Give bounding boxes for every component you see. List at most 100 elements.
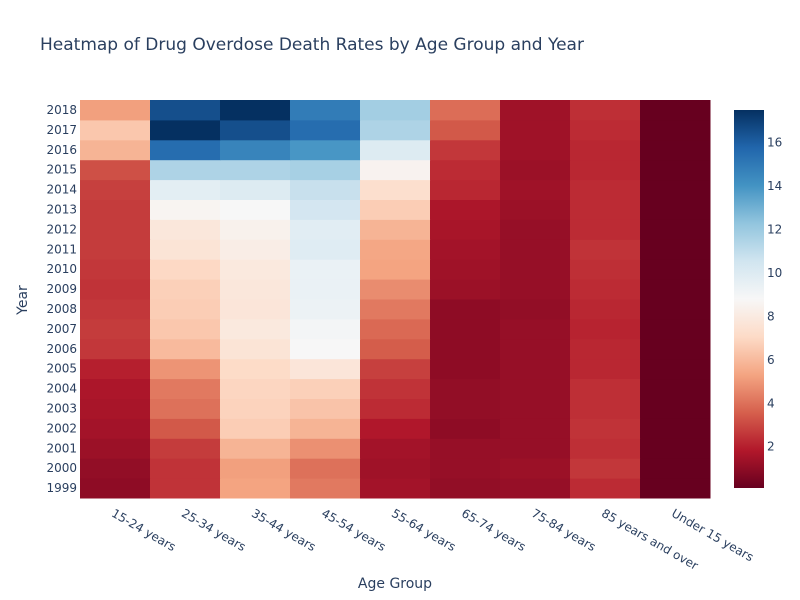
y-tick-label: 2004: [46, 382, 77, 396]
heatmap-cell: [220, 239, 291, 260]
heatmap-cell: [500, 219, 571, 240]
heatmap-cell: [640, 438, 711, 459]
heatmap-cell: [80, 179, 151, 200]
heatmap-cell: [80, 418, 151, 439]
colorbar-tick-label: 14: [767, 179, 782, 193]
heatmap-cell: [290, 159, 361, 181]
heatmap-cell: [640, 478, 711, 499]
heatmap-cell: [80, 199, 151, 220]
y-tick-label: 2003: [46, 401, 77, 415]
heatmap-cell: [150, 418, 221, 439]
heatmap-cell: [500, 199, 571, 220]
heatmap-cell: [500, 458, 571, 479]
colorbar-tick-label: 2: [767, 440, 775, 454]
heatmap-cell: [430, 299, 501, 320]
heatmap-cell: [290, 199, 361, 220]
heatmap-cell: [640, 398, 711, 419]
heatmap-cell: [360, 199, 431, 220]
heatmap-cell: [570, 239, 641, 260]
heatmap-cell: [360, 358, 431, 380]
heatmap-cell: [570, 199, 641, 220]
heatmap-cell: [570, 139, 641, 161]
heatmap-cell: [220, 378, 291, 399]
colorbar-gradient: [734, 110, 764, 488]
heatmap-cell: [570, 318, 641, 340]
heatmap-cell: [430, 358, 501, 380]
heatmap-cell: [570, 100, 641, 121]
heatmap-cell: [570, 299, 641, 320]
x-axis-title: Age Group: [358, 576, 432, 592]
y-tick-label: 2002: [46, 421, 77, 435]
y-tick-label: 2010: [46, 262, 77, 276]
heatmap-cell: [500, 299, 571, 320]
heatmap-cell: [640, 219, 711, 240]
y-tick-label: 1999: [46, 481, 77, 495]
heatmap-cell: [150, 199, 221, 220]
heatmap-cell: [500, 100, 571, 121]
heatmap-cell: [500, 318, 571, 340]
heatmap-cell: [80, 259, 151, 280]
heatmap-cell: [290, 119, 361, 141]
colorbar-tick-label: 10: [767, 266, 782, 280]
heatmap-cell: [500, 239, 571, 260]
heatmap-cell: [150, 338, 221, 360]
heatmap-cell: [360, 378, 431, 399]
heatmap-cell: [150, 179, 221, 200]
heatmap-cell: [570, 398, 641, 419]
heatmap-cell: [500, 438, 571, 459]
heatmap-cell: [150, 219, 221, 240]
heatmap-cell: [290, 139, 361, 161]
heatmap-cell: [640, 338, 711, 360]
heatmap-cell: [360, 159, 431, 181]
heatmap-cell: [640, 179, 711, 200]
heatmap-cell: [430, 179, 501, 200]
heatmap-cell: [360, 338, 431, 360]
y-tick-label: 2009: [46, 282, 77, 296]
heatmap-cell: [80, 378, 151, 399]
heatmap-cell: [430, 398, 501, 419]
x-tick-label: 75-84 years: [529, 506, 598, 554]
heatmap-cell: [150, 239, 221, 260]
heatmap-cell: [500, 358, 571, 380]
heatmap-cell: [500, 279, 571, 300]
heatmap-cell: [360, 139, 431, 161]
heatmap-cell: [640, 299, 711, 320]
heatmap-cell: [80, 358, 151, 380]
heatmap-cell: [570, 338, 641, 360]
y-tick-label: 2006: [46, 342, 77, 356]
heatmap-cell: [430, 338, 501, 360]
colorbar-tick-label: 6: [767, 353, 775, 367]
heatmap-cell: [150, 100, 221, 121]
x-axis-ticks: 15-24 years 25-34 years 35-44 years 45-54 y…: [109, 506, 756, 573]
heatmap-cell: [360, 438, 431, 459]
heatmap-cell: [80, 119, 151, 141]
heatmap-cell: [640, 239, 711, 260]
heatmap-cell: [220, 358, 291, 380]
heatmap-cell: [220, 159, 291, 181]
heatmap-cell: [360, 100, 431, 121]
y-tick-label: 2011: [46, 242, 77, 256]
heatmap-cell: [430, 478, 501, 499]
heatmap-cell: [640, 458, 711, 479]
heatmap-cell: [80, 279, 151, 300]
heatmap-cell: [640, 199, 711, 220]
heatmap-cell: [150, 299, 221, 320]
heatmap-cell: [220, 318, 291, 340]
heatmap-cell: [500, 478, 571, 499]
y-tick-label: 2013: [46, 202, 77, 216]
y-tick-label: 2018: [46, 103, 77, 117]
heatmap-cell: [290, 458, 361, 479]
heatmap-cell: [80, 338, 151, 360]
heatmap-cell: [150, 318, 221, 340]
y-tick-label: 2016: [46, 143, 77, 157]
heatmap-cell: [80, 159, 151, 181]
heatmap-cell: [290, 378, 361, 399]
colorbar-tick-label: 4: [767, 396, 775, 410]
heatmap-cell: [150, 159, 221, 181]
chart-title: Heatmap of Drug Overdose Death Rates by …: [40, 35, 584, 55]
heatmap-cell: [360, 398, 431, 419]
heatmap-cell: [640, 318, 711, 340]
heatmap-cell: [290, 358, 361, 380]
x-tick-label: 15-24 years: [109, 506, 178, 554]
heatmap-cell: [640, 358, 711, 380]
